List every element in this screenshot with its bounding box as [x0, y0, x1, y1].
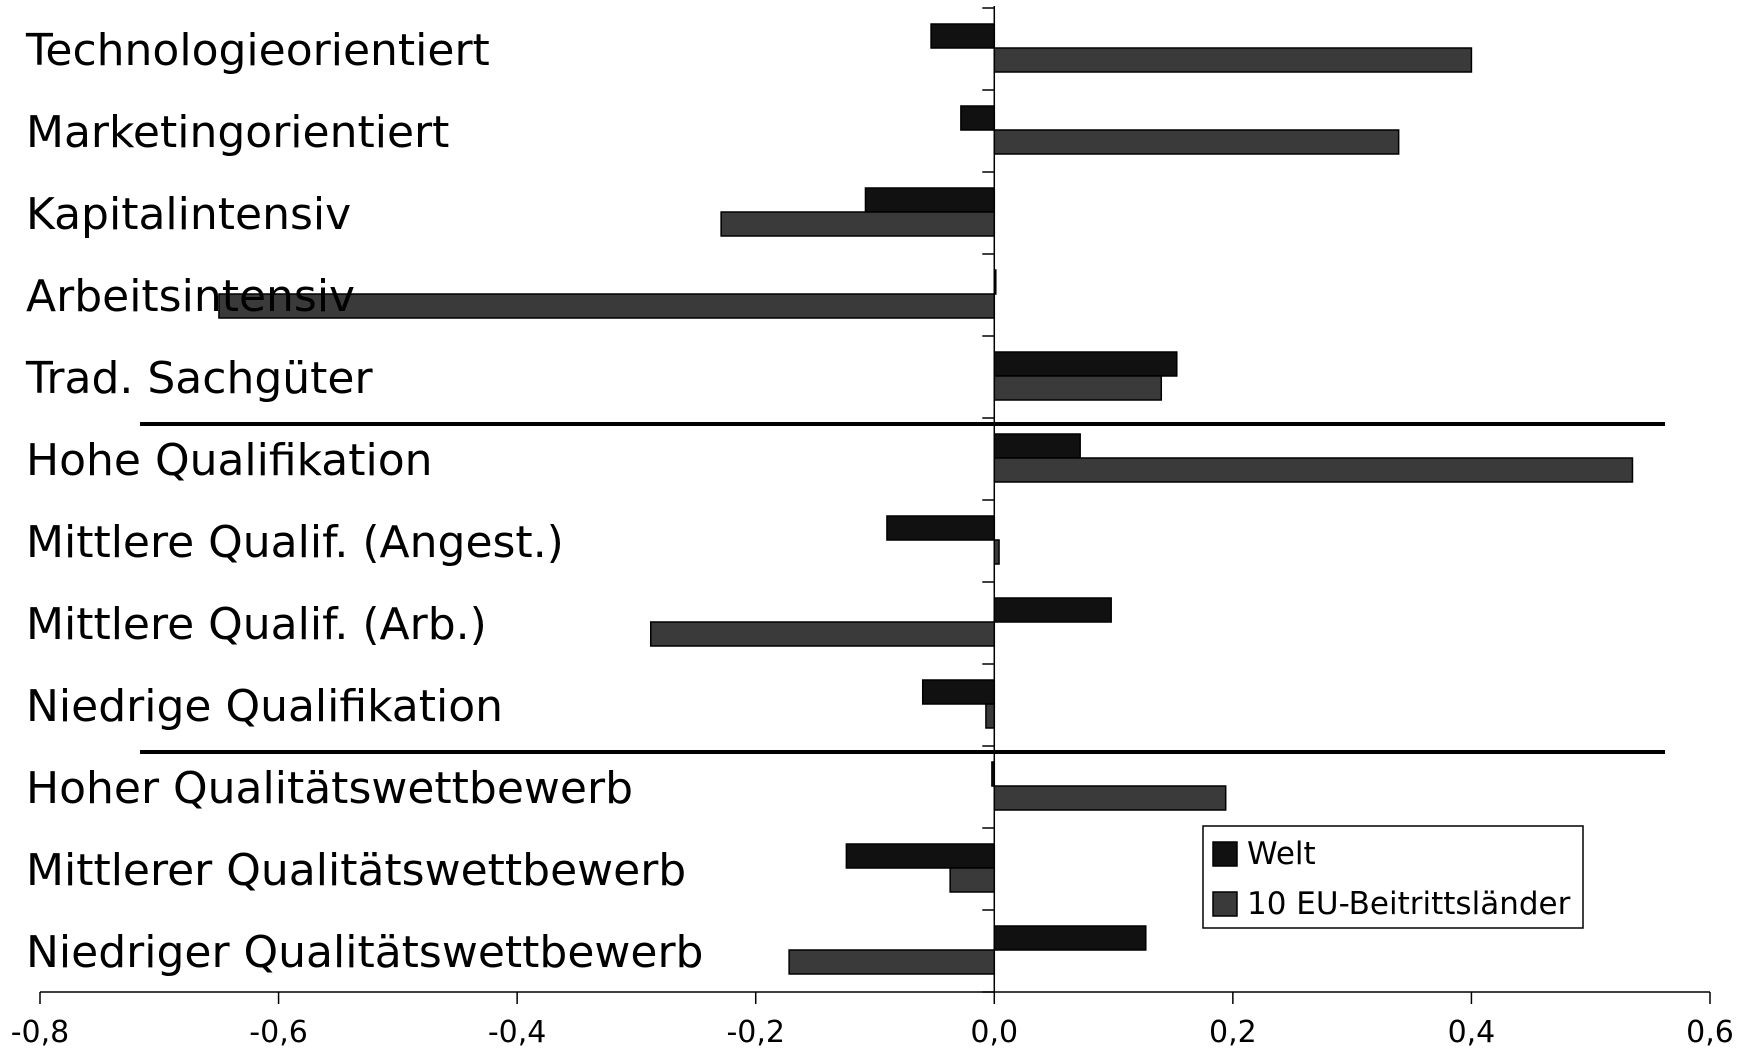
category-label: Mittlere Qualif. (Arb.): [26, 599, 487, 650]
legend-label: 10 EU-Beitrittsländer: [1247, 886, 1571, 922]
legend: Welt 10 EU-Beitrittsländer: [1202, 825, 1584, 929]
category-label: Trad. Sachgüter: [25, 353, 373, 404]
legend-box: [1202, 825, 1584, 929]
category-label: Kapitalintensiv: [26, 189, 351, 240]
bar-eu-beitrittslaender: [949, 867, 996, 893]
legend-swatch: [1212, 891, 1238, 917]
bar-welt: [930, 23, 996, 49]
bar-welt: [845, 843, 996, 869]
category-labels: Technologieorientiert Marketingorientiert…: [25, 25, 704, 978]
bar-welt: [993, 597, 1112, 623]
category-label: Niedrige Qualifikation: [26, 681, 503, 732]
category-label: Hoher Qualitätswettbewerb: [26, 763, 633, 814]
category-label: Mittlere Qualif. (Angest.): [26, 517, 564, 568]
bar-eu-beitrittslaender: [788, 949, 996, 975]
category-label: Arbeitsintensiv: [26, 271, 355, 322]
bar-eu-beitrittslaender: [993, 785, 1227, 811]
category-label: Hohe Qualifikation: [26, 435, 433, 486]
x-tick-label: -0,6: [249, 1015, 308, 1050]
x-tick-label: 0,4: [1448, 1015, 1496, 1050]
bar-welt: [886, 515, 996, 541]
bar-eu-beitrittslaender: [993, 457, 1634, 483]
axes: -0,8 -0,6 -0,4 -0,2 0,0 0,2 0,4 0,6: [11, 6, 1734, 1050]
bar-eu-beitrittslaender: [218, 293, 996, 319]
bar-eu-beitrittslaender: [649, 621, 996, 647]
bars: [218, 23, 1634, 975]
bar-eu-beitrittslaender: [720, 211, 996, 237]
x-tick-label: 0,2: [1209, 1015, 1257, 1050]
x-tick-label: 0,0: [970, 1015, 1018, 1050]
x-tick-label: 0,6: [1686, 1015, 1734, 1050]
x-tick-label: -0,2: [726, 1015, 785, 1050]
bar-eu-beitrittslaender: [993, 129, 1400, 155]
legend-label: Welt: [1247, 836, 1316, 872]
bar-welt: [993, 351, 1178, 377]
category-label: Niedriger Qualitätswettbewerb: [26, 927, 704, 978]
group-separators: [140, 422, 1665, 754]
bar-eu-beitrittslaender: [993, 47, 1473, 73]
bar-welt: [993, 925, 1147, 951]
bar-welt: [864, 187, 996, 213]
bar-welt: [993, 433, 1081, 459]
x-tick-label: -0,8: [11, 1015, 70, 1050]
legend-swatch: [1212, 841, 1238, 867]
bar-welt: [921, 679, 996, 705]
bar-eu-beitrittslaender: [993, 375, 1163, 401]
x-tick-label: -0,4: [488, 1015, 547, 1050]
category-label: Mittlerer Qualitätswettbewerb: [26, 845, 686, 896]
bar-welt: [960, 105, 996, 131]
category-label: Marketingorientiert: [26, 107, 449, 158]
bar-eu-beitrittslaender: [985, 703, 996, 729]
category-label: Technologieorientiert: [25, 25, 490, 76]
